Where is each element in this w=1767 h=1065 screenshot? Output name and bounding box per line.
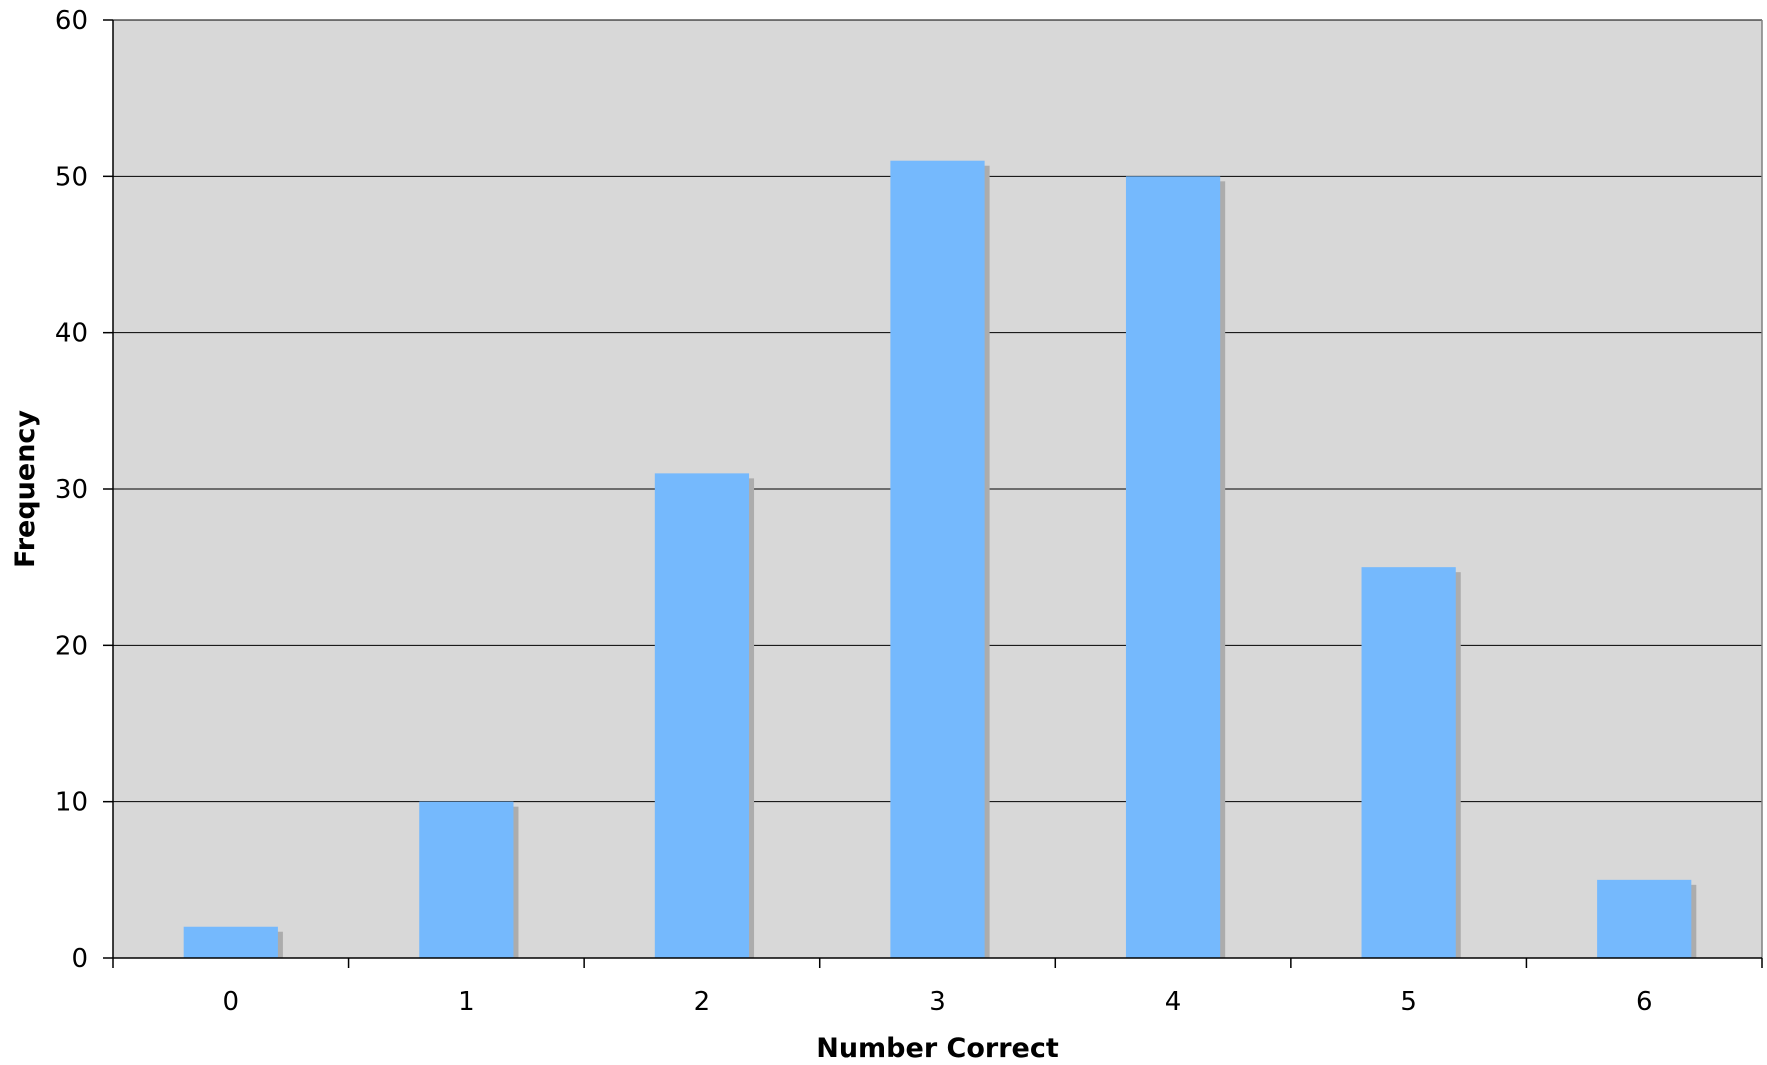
x-tick-label-0: 0 xyxy=(223,987,240,1017)
bar-0 xyxy=(183,926,278,958)
y-tick-label-30: 30 xyxy=(55,475,88,505)
y-tick-label-0: 0 xyxy=(71,944,88,974)
y-tick-label-20: 20 xyxy=(55,631,88,661)
bar-1 xyxy=(419,801,514,958)
x-axis-title: Number Correct xyxy=(816,1033,1059,1064)
y-tick-label-10: 10 xyxy=(55,788,88,818)
x-tick-label-4: 4 xyxy=(1165,987,1182,1017)
bar-6 xyxy=(1597,879,1692,958)
y-tick-labels: 0 10 20 30 40 50 60 xyxy=(55,6,88,974)
y-tick-label-40: 40 xyxy=(55,319,88,349)
bar-5 xyxy=(1361,567,1456,958)
x-tick-label-2: 2 xyxy=(694,987,711,1017)
bar-2 xyxy=(654,473,750,958)
axes xyxy=(103,19,1763,968)
x-tick-label-1: 1 xyxy=(458,987,475,1017)
x-tick-label-6: 6 xyxy=(1636,987,1653,1017)
y-tick-label-60: 60 xyxy=(55,6,88,36)
x-tick-labels: 0 1 2 3 4 5 6 xyxy=(223,987,1653,1017)
bar-3 xyxy=(890,160,985,958)
x-tick-label-5: 5 xyxy=(1400,987,1417,1017)
x-tick-label-3: 3 xyxy=(929,987,946,1017)
bars xyxy=(183,160,1697,959)
y-axis-title: Frequency xyxy=(10,410,41,568)
bar-4 xyxy=(1125,176,1221,959)
y-tick-label-50: 50 xyxy=(55,162,88,192)
